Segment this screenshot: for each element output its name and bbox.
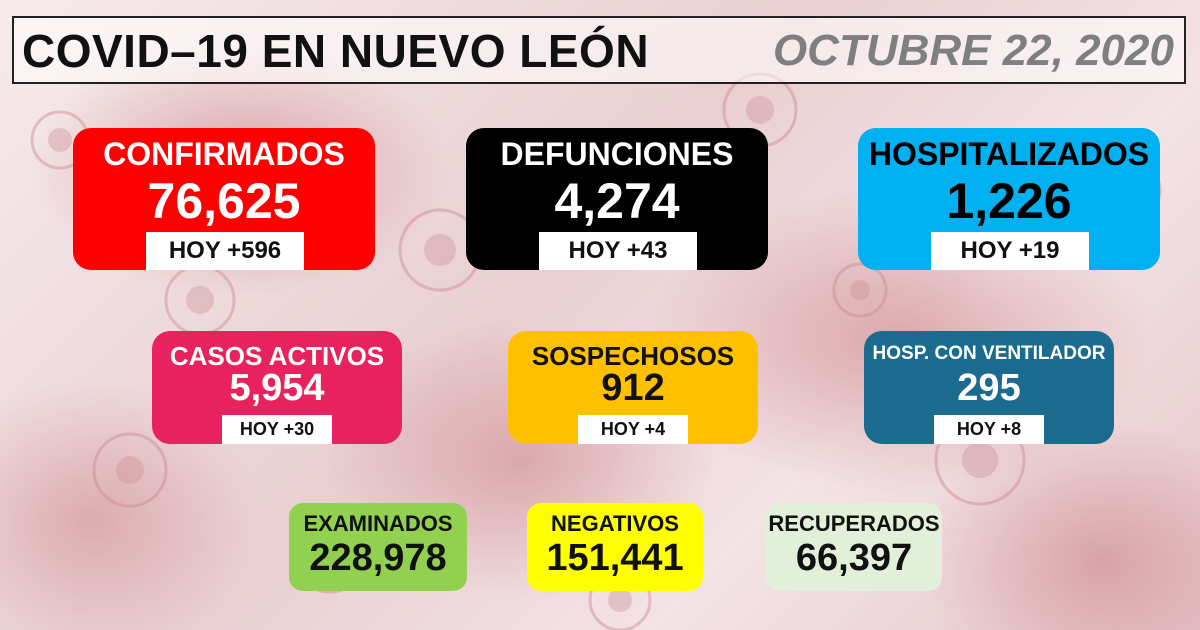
header-frame <box>12 16 1186 84</box>
card-label: CASOS ACTIVOS <box>169 341 385 371</box>
today-badge: HOY +30 <box>222 415 332 444</box>
card-value: 4,274 <box>554 173 680 229</box>
today-badge: HOY +19 <box>931 232 1089 270</box>
card-ventilador: HOSP. CON VENTILADOR 295 HOY +8 <box>864 331 1114 444</box>
card-sospechosos: SOSPECHOSOS 912 HOY +4 <box>508 331 758 444</box>
card-label: RECUPERADOS <box>768 511 940 536</box>
card-label: EXAMINADOS <box>303 511 453 536</box>
today-badge: HOY +8 <box>934 415 1044 444</box>
card-examinados: EXAMINADOS 228,978 <box>289 503 467 591</box>
card-value: 1,226 <box>946 173 1072 229</box>
card-value: 5,954 <box>229 367 325 409</box>
card-label: HOSP. CON VENTILADOR <box>872 343 1106 364</box>
card-value: 912 <box>601 367 665 409</box>
card-label: DEFUNCIONES <box>500 136 734 172</box>
card-casos-activos: CASOS ACTIVOS 5,954 HOY +30 <box>152 331 402 444</box>
report-date: OCTUBRE 22, 2020 <box>772 26 1174 75</box>
card-value: 76,625 <box>147 173 301 229</box>
card-label: CONFIRMADOS <box>103 136 345 172</box>
today-badge: HOY +4 <box>578 415 688 444</box>
card-negativos: NEGATIVOS 151,441 <box>527 503 703 591</box>
card-value: 151,441 <box>546 537 684 579</box>
card-label: SOSPECHOSOS <box>531 341 735 371</box>
page-title: COVID–19 EN NUEVO LEÓN <box>22 25 650 77</box>
card-value: 66,397 <box>795 537 913 579</box>
card-label: HOSPITALIZADOS <box>868 136 1150 172</box>
card-value: 228,978 <box>309 537 447 579</box>
card-recuperados: RECUPERADOS 66,397 <box>766 503 942 591</box>
card-defunciones: DEFUNCIONES 4,274 HOY +43 <box>466 128 768 270</box>
card-label: NEGATIVOS <box>551 511 679 536</box>
card-confirmados: CONFIRMADOS 76,625 HOY +596 <box>73 128 375 270</box>
card-value: 295 <box>957 367 1021 409</box>
today-badge: HOY +43 <box>539 232 697 270</box>
today-badge: HOY +596 <box>146 232 304 270</box>
card-hospitalizados: HOSPITALIZADOS 1,226 HOY +19 <box>858 128 1160 270</box>
